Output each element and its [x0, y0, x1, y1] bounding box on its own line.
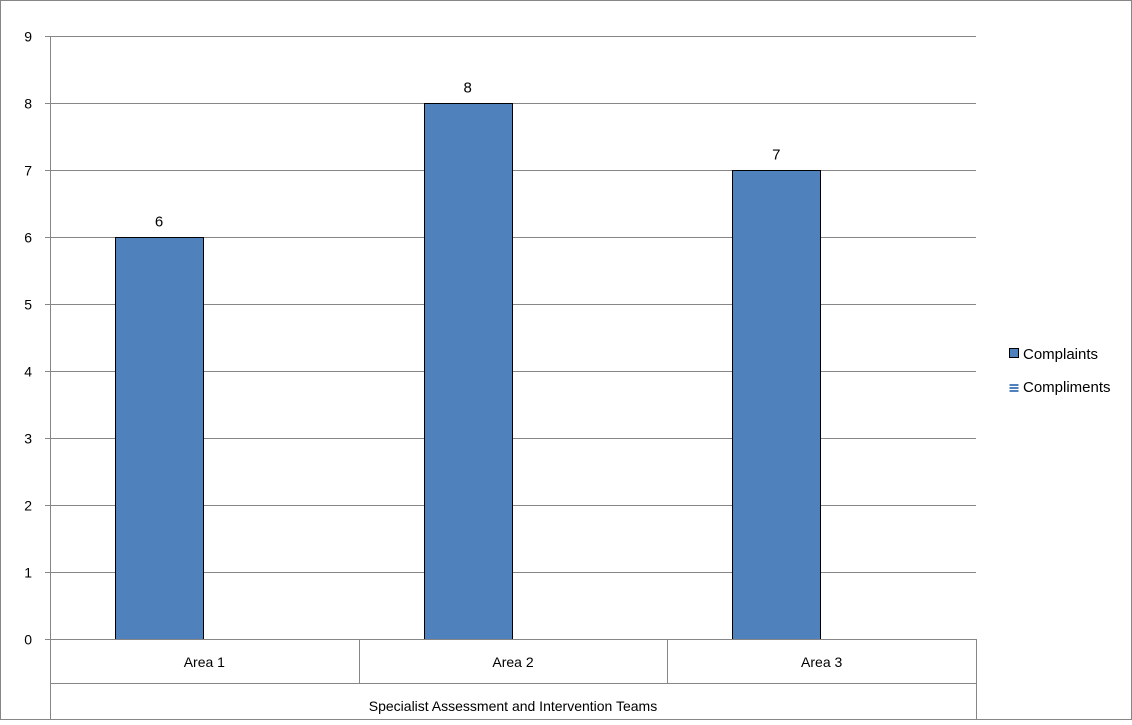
data-label: 6 — [155, 214, 163, 231]
y-tick-label: 2 — [24, 498, 32, 514]
axes — [50, 36, 977, 720]
x-tick-label: Area 3 — [801, 654, 842, 670]
group-axis-label: Specialist Assessment and Intervention T… — [369, 698, 657, 714]
data-label: 7 — [772, 147, 780, 164]
y-tick-label: 4 — [24, 364, 32, 380]
y-tick-label: 1 — [24, 565, 32, 581]
y-tick-label: 5 — [24, 297, 32, 313]
bar — [732, 170, 821, 640]
x-tick-label: Area 1 — [184, 654, 225, 670]
bars: 6 8 7 — [115, 80, 821, 640]
y-axis-ticks: 0 1 2 3 4 5 6 7 8 9 — [24, 29, 50, 648]
x-tick-label: Area 2 — [492, 654, 533, 670]
bar — [115, 237, 204, 640]
y-tick-label: 6 — [24, 230, 32, 246]
legend-label: Compliments — [1023, 379, 1111, 396]
legend-label: Complaints — [1023, 346, 1098, 363]
category-labels: Area 1 Area 2 Area 3 — [184, 654, 843, 670]
legend-swatch — [1009, 384, 1019, 392]
y-tick-label: 7 — [24, 163, 32, 179]
y-tick-label: 3 — [24, 431, 32, 447]
y-tick-label: 8 — [24, 96, 32, 112]
bar — [424, 103, 513, 640]
y-tick-label: 0 — [24, 632, 32, 648]
data-label: 8 — [463, 80, 471, 97]
y-tick-label: 9 — [24, 29, 32, 45]
legend: Complaints Compliments — [1009, 346, 1111, 396]
legend-swatch — [1009, 348, 1019, 358]
